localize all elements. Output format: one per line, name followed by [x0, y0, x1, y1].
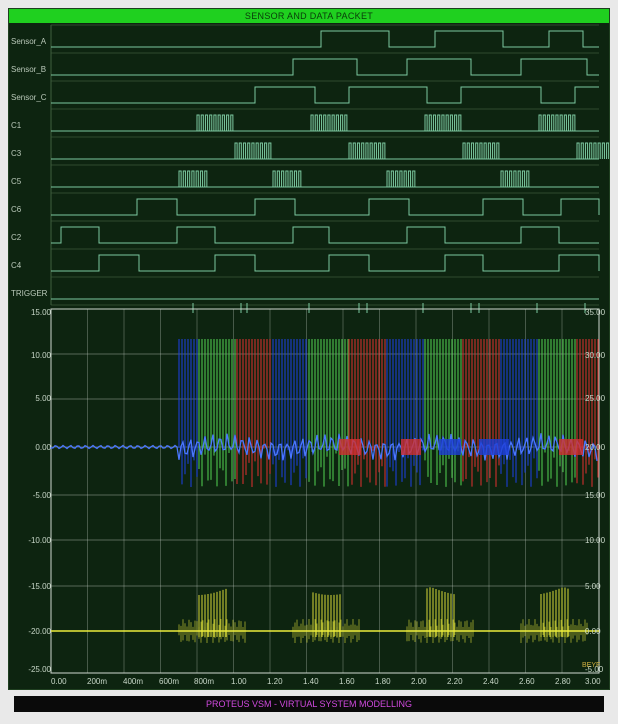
c3-burst	[576, 142, 609, 159]
x-tick: 1.60	[339, 677, 355, 686]
signal-label-c4[interactable]: C4	[11, 261, 22, 270]
x-tick: 2.60	[519, 677, 535, 686]
data-packet-noise	[292, 619, 360, 643]
sensor-b-trace	[51, 58, 599, 76]
c3-burst	[348, 142, 386, 159]
y-right-tick: 10.00	[585, 536, 606, 545]
sensor-waveform-block	[308, 339, 349, 487]
x-tick: 200m	[87, 677, 108, 686]
sensor-waveform-block	[272, 339, 307, 487]
sensor-waveform-block	[462, 339, 500, 487]
c5-burst	[386, 170, 416, 187]
sensor-waveform-block	[500, 339, 538, 487]
x-tick: 800m	[194, 677, 215, 686]
dense-signal-patch	[559, 439, 583, 455]
x-tick: 2.80	[555, 677, 571, 686]
sensor-a-trace	[51, 30, 599, 48]
dense-signal-patch	[439, 439, 461, 455]
data-packet-burst	[312, 592, 341, 637]
y-right-tick: 30.00	[585, 351, 606, 360]
data-packet-noise	[406, 619, 474, 643]
c3-burst	[462, 142, 500, 159]
signal-label-trigger[interactable]: TRIGGER	[11, 289, 48, 298]
y-right-tick: 25.00	[585, 394, 606, 403]
probe-marker-label: BEYF	[582, 662, 601, 669]
c6-trace	[51, 198, 600, 216]
y-right-tick: 0.00	[585, 627, 601, 636]
signal-label-sensor-a[interactable]: Sensor_A	[11, 37, 47, 46]
x-tick: 2.20	[447, 677, 463, 686]
y-left-tick: -5.00	[32, 491, 51, 500]
data-packet-burst	[426, 587, 455, 637]
y-right-tick: 15.00	[585, 491, 606, 500]
y-left-tick: -25.00	[28, 665, 51, 674]
c5-burst	[500, 170, 530, 187]
sensor-c-trace	[51, 86, 599, 104]
y-left-tick: 10.00	[30, 351, 51, 360]
y-right-tick: -5.00	[585, 665, 604, 674]
data-packet-burst	[198, 588, 227, 637]
signal-label-sensor-c[interactable]: Sensor_C	[11, 93, 47, 102]
c4-trace	[51, 254, 600, 272]
dense-signal-patch	[339, 439, 361, 455]
x-tick: 1.40	[303, 677, 319, 686]
x-tick: 600m	[159, 677, 180, 686]
c3-burst	[234, 142, 272, 159]
y-right-tick: 35.00	[585, 308, 606, 317]
y-right-tick: 20.00	[585, 443, 606, 452]
x-tick: 3.00	[585, 677, 601, 686]
c1-burst	[196, 114, 234, 131]
signal-label-c5[interactable]: C5	[11, 177, 22, 186]
x-tick: 400m	[123, 677, 144, 686]
signal-label-c3[interactable]: C3	[11, 149, 22, 158]
sensor-waveform-block	[178, 339, 198, 487]
sensor-waveform-block	[576, 339, 599, 487]
sensor-waveform-block	[198, 339, 236, 487]
data-packet-noise	[520, 619, 588, 643]
signal-label-c1[interactable]: C1	[11, 121, 22, 130]
dense-signal-patch	[479, 439, 509, 455]
data-packet-burst	[540, 587, 569, 637]
x-tick: 1.80	[375, 677, 391, 686]
sensor-waveform-block	[236, 339, 271, 487]
signal-label-c2[interactable]: C2	[11, 233, 22, 242]
c1-burst	[310, 114, 348, 131]
sensor-waveform-block	[424, 339, 462, 487]
data-packet-noise	[178, 619, 246, 643]
simulation-window: SENSOR AND DATA PACKET Sensor_A Sensor_B…	[8, 8, 610, 690]
sensor-waveform-block	[348, 339, 386, 487]
sensor-waveform-block	[538, 339, 576, 487]
window-title: SENSOR AND DATA PACKET	[9, 9, 609, 23]
y-left-tick: -10.00	[28, 536, 51, 545]
graph-canvas[interactable]	[9, 9, 609, 689]
c5-burst	[272, 170, 302, 187]
signal-label-sensor-b[interactable]: Sensor_B	[11, 65, 47, 74]
y-left-tick: 0.00	[35, 443, 51, 452]
y-left-tick: -15.00	[28, 582, 51, 591]
c5-burst	[178, 170, 208, 187]
y-left-tick: -20.00	[28, 627, 51, 636]
x-tick: 2.00	[411, 677, 427, 686]
y-left-tick: 15.00	[30, 308, 51, 317]
signal-label-c6[interactable]: C6	[11, 205, 22, 214]
x-tick: 1.00	[231, 677, 247, 686]
c1-burst	[538, 114, 576, 131]
y-left-tick: 5.00	[35, 394, 51, 403]
status-bar: PROTEUS VSM - VIRTUAL SYSTEM MODELLING	[14, 696, 604, 712]
x-tick: 0.00	[51, 677, 67, 686]
sensor-waveform-block	[386, 339, 424, 487]
x-tick: 2.40	[483, 677, 499, 686]
c2-trace	[51, 226, 599, 244]
c1-burst	[424, 114, 462, 131]
x-tick: 1.20	[267, 677, 283, 686]
dense-signal-patch	[401, 439, 421, 455]
y-right-tick: 5.00	[585, 582, 601, 591]
